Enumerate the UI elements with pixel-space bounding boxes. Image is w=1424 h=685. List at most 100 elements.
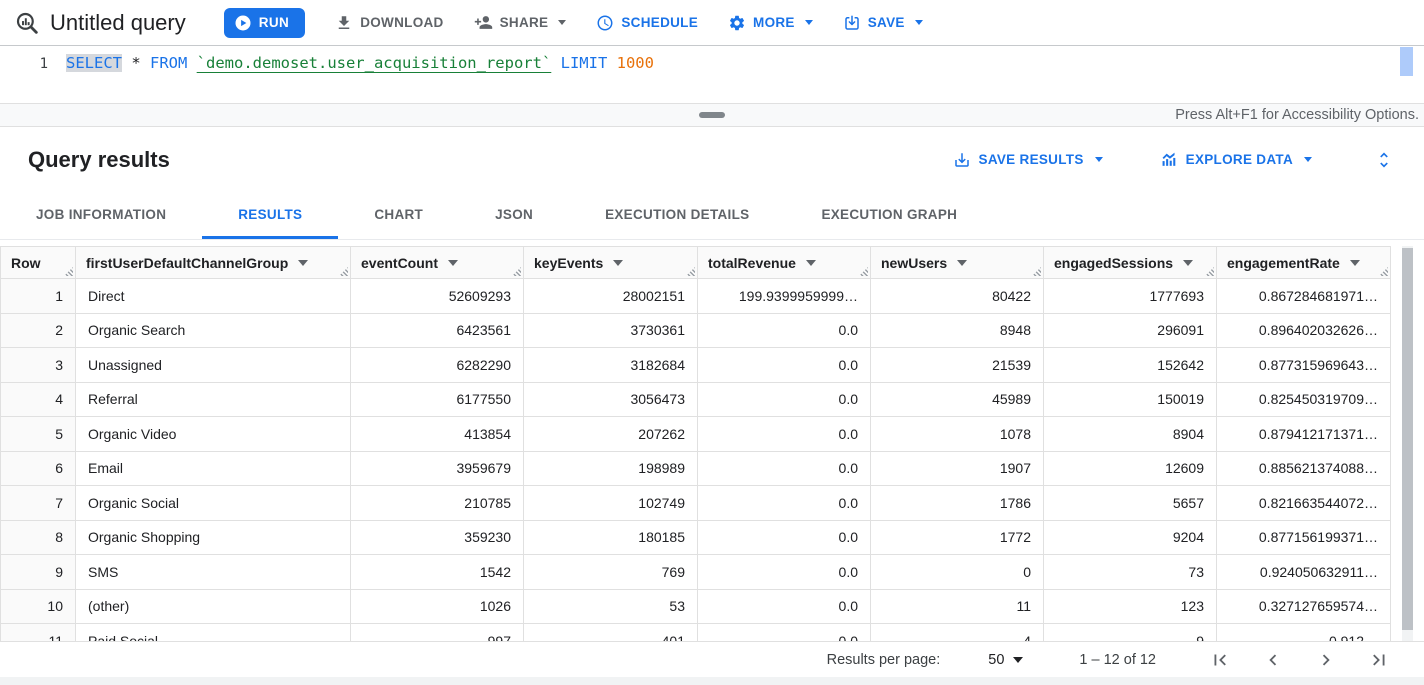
page-size-value: 50 bbox=[988, 651, 1005, 668]
save-results-button[interactable]: SAVE RESULTS bbox=[953, 151, 1103, 169]
column-resize-grip[interactable] bbox=[1205, 267, 1214, 276]
column-header-label: keyEvents bbox=[534, 254, 604, 271]
next-page-button[interactable] bbox=[1315, 649, 1337, 671]
row-number-cell: 1 bbox=[0, 278, 76, 314]
column-header-label: eventCount bbox=[361, 254, 438, 271]
table-cell: 6423561 bbox=[350, 312, 524, 348]
column-resize-grip[interactable] bbox=[859, 267, 868, 276]
accessibility-hint: Press Alt+F1 for Accessibility Options. bbox=[1175, 107, 1419, 123]
column-resize-grip[interactable] bbox=[512, 267, 521, 276]
explore-data-chart-icon bbox=[1162, 152, 1175, 166]
save-button[interactable]: SAVE bbox=[843, 14, 923, 32]
chevron-left-icon bbox=[1269, 654, 1277, 665]
pager-controls bbox=[1178, 649, 1390, 671]
query-results-title: Query results bbox=[28, 146, 170, 172]
table-row: 8 Organic Shopping 359230 180185 0.0 1772 9204… bbox=[0, 519, 1391, 555]
table-cell: Email bbox=[75, 450, 351, 486]
row-number-cell: 2 bbox=[0, 312, 76, 348]
table-cell: 0.0 bbox=[697, 347, 871, 383]
tab-job-information[interactable]: JOB INFORMATION bbox=[0, 192, 202, 239]
table-cell: 1078 bbox=[870, 416, 1044, 452]
vertical-scrollbar-thumb[interactable] bbox=[1402, 248, 1413, 630]
tab-execution-details[interactable]: EXECUTION DETAILS bbox=[569, 192, 785, 239]
last-page-button[interactable] bbox=[1368, 649, 1390, 671]
run-button[interactable]: RUN bbox=[223, 7, 306, 38]
column-header-totalRevenue[interactable]: totalRevenue bbox=[697, 246, 871, 279]
results-per-page-label: Results per page: bbox=[826, 651, 941, 668]
table-cell: Organic Social bbox=[75, 485, 351, 521]
column-menu-caret-icon[interactable] bbox=[805, 259, 816, 266]
column-resize-grip[interactable] bbox=[339, 267, 348, 276]
table-cell: 1542 bbox=[350, 554, 524, 590]
column-header-engagedSessions[interactable]: engagedSessions bbox=[1043, 246, 1217, 279]
chevron-down-icon bbox=[804, 20, 813, 25]
horizontal-scrollbar[interactable] bbox=[0, 677, 1424, 685]
query-toolbar: Untitled query RUN DOWNLOAD SHARE SCHEDU… bbox=[0, 0, 1424, 46]
sql-keyword-from: FROM bbox=[150, 54, 188, 72]
table-cell: 1777693 bbox=[1043, 278, 1217, 314]
vertical-scrollbar[interactable] bbox=[1402, 246, 1413, 641]
column-header-firstUserDefaultChannelGroup[interactable]: firstUserDefaultChannelGroup bbox=[75, 246, 351, 279]
column-resize-grip[interactable] bbox=[686, 267, 695, 276]
table-cell: 6177550 bbox=[350, 381, 524, 417]
splitter-drag-handle[interactable] bbox=[699, 112, 725, 118]
tab-json[interactable]: JSON bbox=[459, 192, 569, 239]
table-cell: 0.327127659574… bbox=[1216, 588, 1391, 624]
table-cell: 102749 bbox=[523, 485, 698, 521]
tab-chart[interactable]: CHART bbox=[338, 192, 459, 239]
previous-page-button[interactable] bbox=[1262, 649, 1284, 671]
column-header-engagementRate[interactable]: engagementRate bbox=[1216, 246, 1391, 279]
tab-execution-graph[interactable]: EXECUTION GRAPH bbox=[785, 192, 993, 239]
first-page-button[interactable] bbox=[1209, 649, 1231, 671]
column-resize-grip[interactable] bbox=[1032, 267, 1041, 276]
chevron-right-icon bbox=[1322, 654, 1330, 665]
column-menu-caret-icon[interactable] bbox=[298, 259, 309, 266]
schedule-button[interactable]: SCHEDULE bbox=[596, 14, 698, 32]
column-header-newUsers[interactable]: newUsers bbox=[870, 246, 1044, 279]
column-header-keyEvents[interactable]: keyEvents bbox=[523, 246, 698, 279]
sql-editor[interactable]: 1 SELECT * FROM `demo.demoset.user_acqui… bbox=[0, 47, 1424, 103]
tab-results[interactable]: RESULTS bbox=[202, 192, 339, 239]
column-resize-grip[interactable] bbox=[1379, 267, 1388, 276]
table-cell: 207262 bbox=[523, 416, 698, 452]
column-menu-caret-icon[interactable] bbox=[448, 259, 458, 266]
column-menu-caret-icon[interactable] bbox=[1183, 259, 1194, 266]
table-cell: 0.821663544072… bbox=[1216, 485, 1391, 521]
table-cell: 0 bbox=[870, 554, 1044, 590]
column-menu-caret-icon[interactable] bbox=[1349, 259, 1360, 266]
row-number-cell: 4 bbox=[0, 381, 76, 417]
explore-data-button[interactable]: EXPLORE DATA bbox=[1159, 150, 1312, 169]
table-cell: Referral bbox=[75, 381, 351, 417]
table-cell: 11 bbox=[870, 588, 1044, 624]
page-size-select[interactable]: 50 bbox=[988, 651, 1024, 668]
column-header-label: engagementRate bbox=[1227, 254, 1340, 271]
column-menu-caret-icon[interactable] bbox=[957, 259, 968, 266]
column-header-label: firstUserDefaultChannelGroup bbox=[86, 254, 289, 271]
sql-table-reference[interactable]: `demo.demoset.user_acquisition_report` bbox=[196, 54, 552, 72]
chevron-down-icon bbox=[1094, 157, 1103, 162]
table-cell: 9 bbox=[1043, 623, 1217, 641]
table-row: 2 Organic Search 6423561 3730361 0.0 8948 2960… bbox=[0, 312, 1391, 348]
table-cell: 12609 bbox=[1043, 450, 1217, 486]
more-button[interactable]: MORE bbox=[728, 14, 813, 32]
table-cell: 6282290 bbox=[350, 347, 524, 383]
column-header-label: engagedSessions bbox=[1054, 254, 1174, 271]
table-cell: 296091 bbox=[1043, 312, 1217, 348]
table-row: 3 Unassigned 6282290 3182684 0.0 21539 152642 0… bbox=[0, 347, 1391, 383]
column-menu-caret-icon[interactable] bbox=[613, 259, 624, 266]
share-button[interactable]: SHARE bbox=[474, 13, 567, 32]
clock-icon bbox=[597, 15, 613, 30]
download-button[interactable]: DOWNLOAD bbox=[335, 14, 443, 32]
table-cell: SMS bbox=[75, 554, 351, 590]
row-number-cell: 3 bbox=[0, 347, 76, 383]
table-cell: 9204 bbox=[1043, 519, 1217, 555]
table-row: 9 SMS 1542 769 0.0 0 73 0.924050632911… bbox=[0, 554, 1391, 590]
sql-star: * bbox=[122, 54, 150, 72]
gear-icon bbox=[730, 15, 745, 30]
column-header-eventCount[interactable]: eventCount bbox=[350, 246, 524, 279]
results-tabs: JOB INFORMATION RESULTS CHART JSON EXECUTION… bbox=[0, 192, 1424, 240]
table-cell: 8948 bbox=[870, 312, 1044, 348]
column-resize-grip[interactable] bbox=[64, 267, 73, 276]
collapse-results-button[interactable] bbox=[1374, 150, 1394, 170]
page-title: Untitled query bbox=[50, 9, 186, 35]
